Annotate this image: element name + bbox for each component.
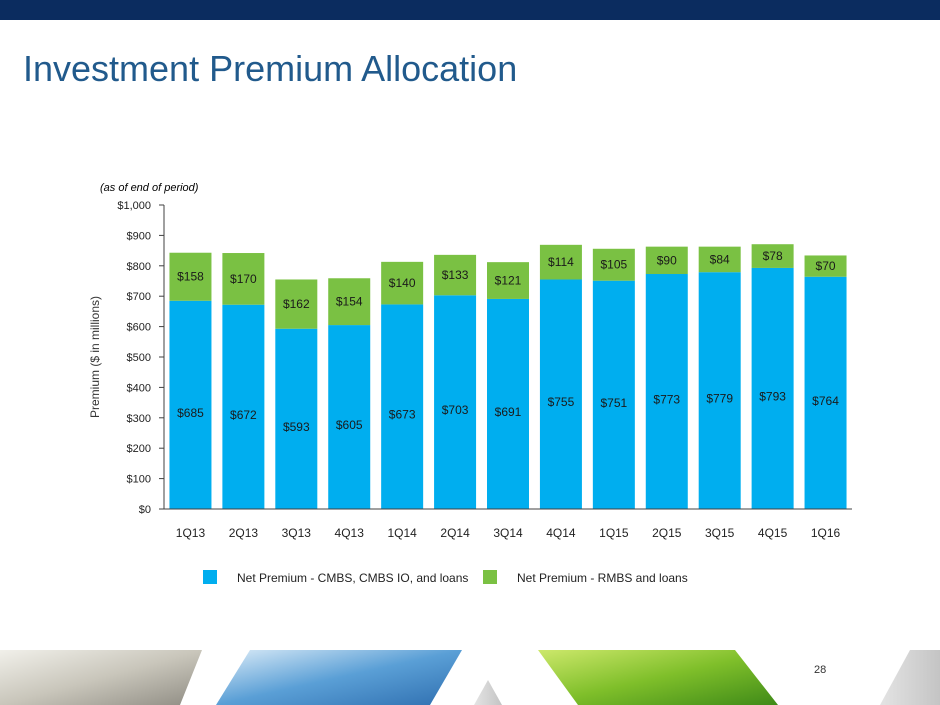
decorative-grey-shape <box>880 650 940 705</box>
slide-title: Investment Premium Allocation <box>23 48 518 89</box>
bar-cmbs-3Q13 <box>275 328 318 509</box>
x-tick-label-1Q13: 1Q13 <box>176 526 206 540</box>
top-banner <box>0 0 940 20</box>
x-tick-label-4Q15: 4Q15 <box>758 526 788 540</box>
y-axis-label: Premium ($ in millions) <box>88 296 102 418</box>
bar-cmbs-1Q16 <box>804 276 847 509</box>
legend: Net Premium - CMBS, CMBS IO, and loans N… <box>203 570 688 585</box>
x-tick-label-3Q13: 3Q13 <box>282 526 312 540</box>
y-tick-label: $500 <box>127 352 151 364</box>
data-label-rmbs-4Q13: $154 <box>336 295 363 309</box>
legend-swatch-cmbs <box>203 570 217 584</box>
y-tick-label: $1,000 <box>117 200 151 212</box>
x-tick-label-3Q14: 3Q14 <box>493 526 523 540</box>
bar-rmbs-1Q14 <box>381 261 424 305</box>
data-label-rmbs-1Q16: $70 <box>816 259 836 273</box>
bar-cmbs-2Q13 <box>222 304 265 509</box>
decorative-image-strip <box>0 650 940 705</box>
x-tick-label-3Q15: 3Q15 <box>705 526 735 540</box>
bar-rmbs-1Q15 <box>592 248 635 281</box>
data-label-rmbs-4Q14: $114 <box>548 255 574 269</box>
data-label-rmbs-2Q13: $170 <box>230 272 257 286</box>
y-tick-label: $600 <box>127 322 151 334</box>
data-label-cmbs-1Q16: $764 <box>812 394 839 408</box>
data-label-cmbs-2Q14: $703 <box>442 403 469 417</box>
data-label-cmbs-4Q14: $755 <box>548 395 575 409</box>
sky-image <box>216 650 462 705</box>
data-label-rmbs-1Q15: $105 <box>600 258 627 272</box>
bar-cmbs-3Q14 <box>487 298 529 509</box>
y-tick-label: $200 <box>127 443 151 455</box>
bar-rmbs-2Q13 <box>222 253 265 305</box>
bar-rmbs-3Q15 <box>698 246 741 273</box>
data-label-rmbs-3Q13: $162 <box>283 297 310 311</box>
leaf-image <box>538 650 778 705</box>
bar-rmbs-2Q15 <box>645 246 688 275</box>
y-tick-label: $100 <box>127 474 151 486</box>
y-tick-label: $800 <box>127 261 151 273</box>
y-tick-label: $0 <box>139 504 151 516</box>
x-tick-label-1Q16: 1Q16 <box>811 526 841 540</box>
bar-cmbs-4Q14 <box>539 279 582 509</box>
data-label-cmbs-1Q15: $751 <box>600 396 627 410</box>
y-tick-label: $900 <box>127 230 151 242</box>
data-label-rmbs-3Q14: $121 <box>495 274 522 288</box>
data-label-rmbs-1Q14: $140 <box>389 276 416 290</box>
data-label-cmbs-2Q13: $672 <box>230 408 257 422</box>
bar-rmbs-4Q14 <box>539 244 582 280</box>
bar-cmbs-4Q13 <box>328 325 371 509</box>
bar-rmbs-4Q15 <box>751 244 794 268</box>
decorative-triangle <box>474 680 502 705</box>
legend-swatch-rmbs <box>483 570 497 584</box>
bar-rmbs-3Q14 <box>487 262 529 299</box>
x-tick-label-1Q14: 1Q14 <box>387 526 417 540</box>
data-label-cmbs-1Q14: $673 <box>389 408 416 422</box>
data-label-cmbs-1Q13: $685 <box>177 406 204 420</box>
bar-cmbs-4Q15 <box>751 267 794 509</box>
data-label-rmbs-4Q15: $78 <box>763 249 783 263</box>
y-tick-label: $300 <box>127 413 151 425</box>
data-label-cmbs-3Q14: $691 <box>495 405 522 419</box>
data-label-cmbs-2Q15: $773 <box>653 393 680 407</box>
bar-cmbs-2Q14 <box>434 295 477 509</box>
bar-cmbs-1Q14 <box>381 304 424 509</box>
x-tick-label-2Q14: 2Q14 <box>440 526 470 540</box>
legend-label-cmbs: Net Premium - CMBS, CMBS IO, and loans <box>237 571 468 585</box>
x-tick-label-2Q13: 2Q13 <box>229 526 259 540</box>
y-tick-label: $400 <box>127 382 151 394</box>
stacked-bar-chart: (as of end of period) Premium ($ in mill… <box>88 182 852 585</box>
data-label-rmbs-2Q14: $133 <box>442 268 469 282</box>
data-label-rmbs-1Q13: $158 <box>177 270 204 284</box>
bar-cmbs-1Q15 <box>592 280 635 509</box>
bar-rmbs-4Q13 <box>328 278 371 326</box>
bar-rmbs-1Q13 <box>169 252 212 301</box>
data-label-rmbs-2Q15: $90 <box>657 253 677 267</box>
data-label-rmbs-3Q15: $84 <box>710 252 730 266</box>
x-tick-label-4Q14: 4Q14 <box>546 526 576 540</box>
bar-rmbs-1Q16 <box>804 255 847 277</box>
chart-note: (as of end of period) <box>100 182 199 194</box>
y-tick-label: $700 <box>127 291 151 303</box>
bar-rmbs-2Q14 <box>434 254 477 296</box>
x-tick-label-4Q13: 4Q13 <box>335 526 365 540</box>
bar-cmbs-2Q15 <box>645 274 688 509</box>
bar-cmbs-1Q13 <box>169 300 212 509</box>
bar-rmbs-3Q13 <box>275 279 318 329</box>
x-tick-label-2Q15: 2Q15 <box>652 526 682 540</box>
rope-image <box>0 650 202 705</box>
legend-label-rmbs: Net Premium - RMBS and loans <box>517 571 688 585</box>
x-tick-label-1Q15: 1Q15 <box>599 526 629 540</box>
data-label-cmbs-3Q13: $593 <box>283 420 310 434</box>
bar-cmbs-3Q15 <box>698 272 741 509</box>
page-number: 28 <box>814 664 827 676</box>
data-label-cmbs-4Q15: $793 <box>759 389 786 403</box>
data-label-cmbs-4Q13: $605 <box>336 418 363 432</box>
data-label-cmbs-3Q15: $779 <box>706 392 733 406</box>
